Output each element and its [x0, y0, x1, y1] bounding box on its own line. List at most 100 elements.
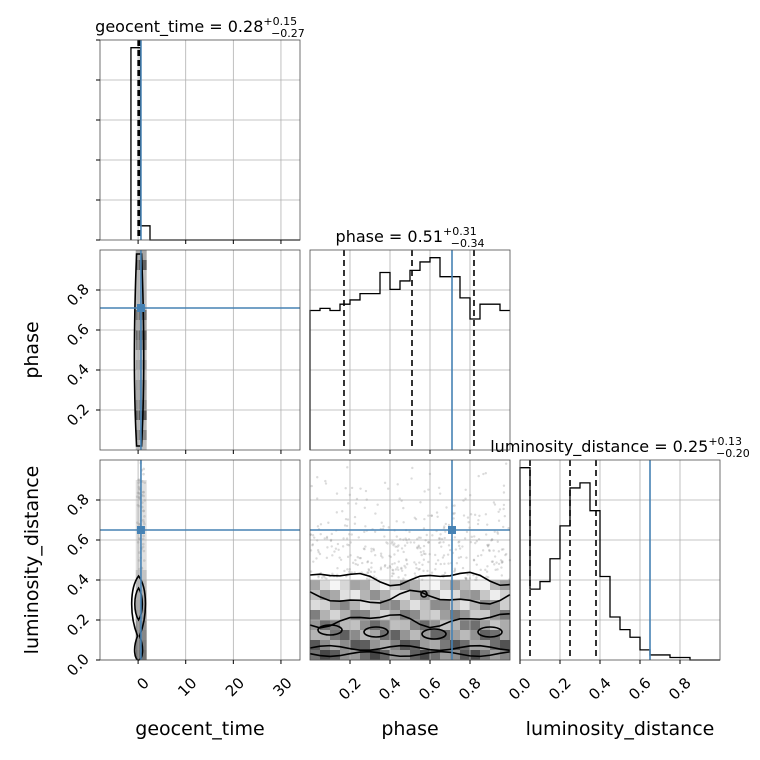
sample-point [497, 550, 501, 553]
density-cell [350, 650, 360, 660]
sample-point [484, 513, 488, 516]
density-cell [360, 580, 370, 590]
sample-point [338, 556, 341, 559]
density-cell [390, 640, 400, 650]
sample-point [142, 509, 145, 513]
sample-point [425, 533, 428, 537]
sample-point [395, 520, 398, 523]
sample-point [417, 536, 421, 539]
density-cell [310, 580, 320, 590]
density-cell [460, 610, 470, 620]
sample-point [350, 533, 353, 536]
sample-point [316, 525, 320, 528]
sample-point [422, 550, 425, 553]
sample-point [400, 499, 403, 502]
density-cell [330, 580, 340, 590]
sample-point [396, 566, 399, 569]
sample-point [379, 552, 383, 555]
x-tick-label-geocent_time: 0 [133, 674, 152, 693]
density-cell [420, 630, 430, 640]
density-cell [360, 590, 370, 600]
y-tick-label-phase: 0.8 [63, 280, 93, 310]
sample-point [398, 497, 401, 500]
density-cell [460, 620, 470, 630]
sample-point [496, 532, 500, 535]
sample-point [457, 556, 461, 559]
density-cell [370, 620, 380, 630]
sample-point [142, 559, 146, 562]
density-cell [340, 590, 350, 600]
sample-point [389, 555, 392, 559]
y-axis-label-luminosity_distance: luminosity_distance [21, 466, 43, 655]
density-cell [380, 610, 390, 620]
title-plus: +0.15 [263, 15, 297, 28]
density-cell [470, 600, 480, 610]
sample-point [405, 558, 408, 561]
density-cell [360, 620, 370, 630]
sample-point [353, 515, 357, 519]
sample-point [354, 502, 358, 505]
sample-point [453, 570, 456, 573]
density-cell [480, 590, 490, 600]
sample-point [325, 577, 328, 580]
density-cell [460, 640, 470, 650]
sample-point [452, 517, 455, 520]
contour-low-0 [309, 644, 511, 652]
density-cell [340, 600, 350, 610]
sample-point [361, 561, 364, 565]
density-cell [440, 610, 450, 620]
sample-point [415, 546, 419, 549]
sample-point [410, 477, 413, 480]
sample-point [475, 540, 479, 543]
sample-point [402, 506, 405, 510]
sample-point [366, 560, 370, 563]
density-cell [310, 610, 320, 620]
sample-point [492, 549, 495, 552]
sample-point [353, 522, 357, 525]
sample-point [422, 558, 426, 561]
sample-point [461, 566, 465, 570]
density-cell [380, 600, 390, 610]
sample-point [486, 523, 489, 526]
sample-point [444, 530, 447, 533]
density-cell [380, 640, 390, 650]
sample-point [346, 518, 350, 521]
sample-point [137, 522, 141, 526]
sample-point [143, 499, 147, 502]
density-cell [480, 650, 490, 660]
sample-point [325, 537, 329, 540]
sample-point [326, 546, 329, 549]
sample-point [373, 554, 377, 557]
sample-point [431, 534, 434, 537]
sample-point [419, 536, 422, 540]
sample-point [441, 556, 445, 559]
sample-point [142, 494, 146, 498]
sample-point [413, 572, 417, 575]
sample-point [439, 541, 442, 544]
sample-point [485, 570, 489, 573]
sample-point [463, 537, 467, 540]
sample-point [424, 539, 427, 542]
sample-point [380, 521, 383, 524]
sample-point [499, 559, 503, 562]
sample-point [469, 513, 473, 516]
density-cell [500, 610, 510, 620]
sample-point [424, 552, 427, 556]
sample-point [422, 569, 425, 573]
sample-point [354, 562, 357, 566]
sample-point [475, 576, 478, 579]
sample-point [141, 518, 145, 522]
sample-point [486, 545, 490, 548]
sample-point [364, 545, 367, 548]
sample-point [370, 547, 373, 551]
density-cell [360, 610, 370, 620]
density-cell [370, 610, 380, 620]
sample-point [488, 549, 491, 553]
sample-point [349, 554, 352, 557]
density-cell [490, 640, 500, 650]
sample-point [457, 544, 461, 548]
sample-point [479, 568, 482, 572]
sample-point [403, 564, 406, 568]
sample-point [337, 548, 340, 552]
sample-point [329, 539, 333, 543]
